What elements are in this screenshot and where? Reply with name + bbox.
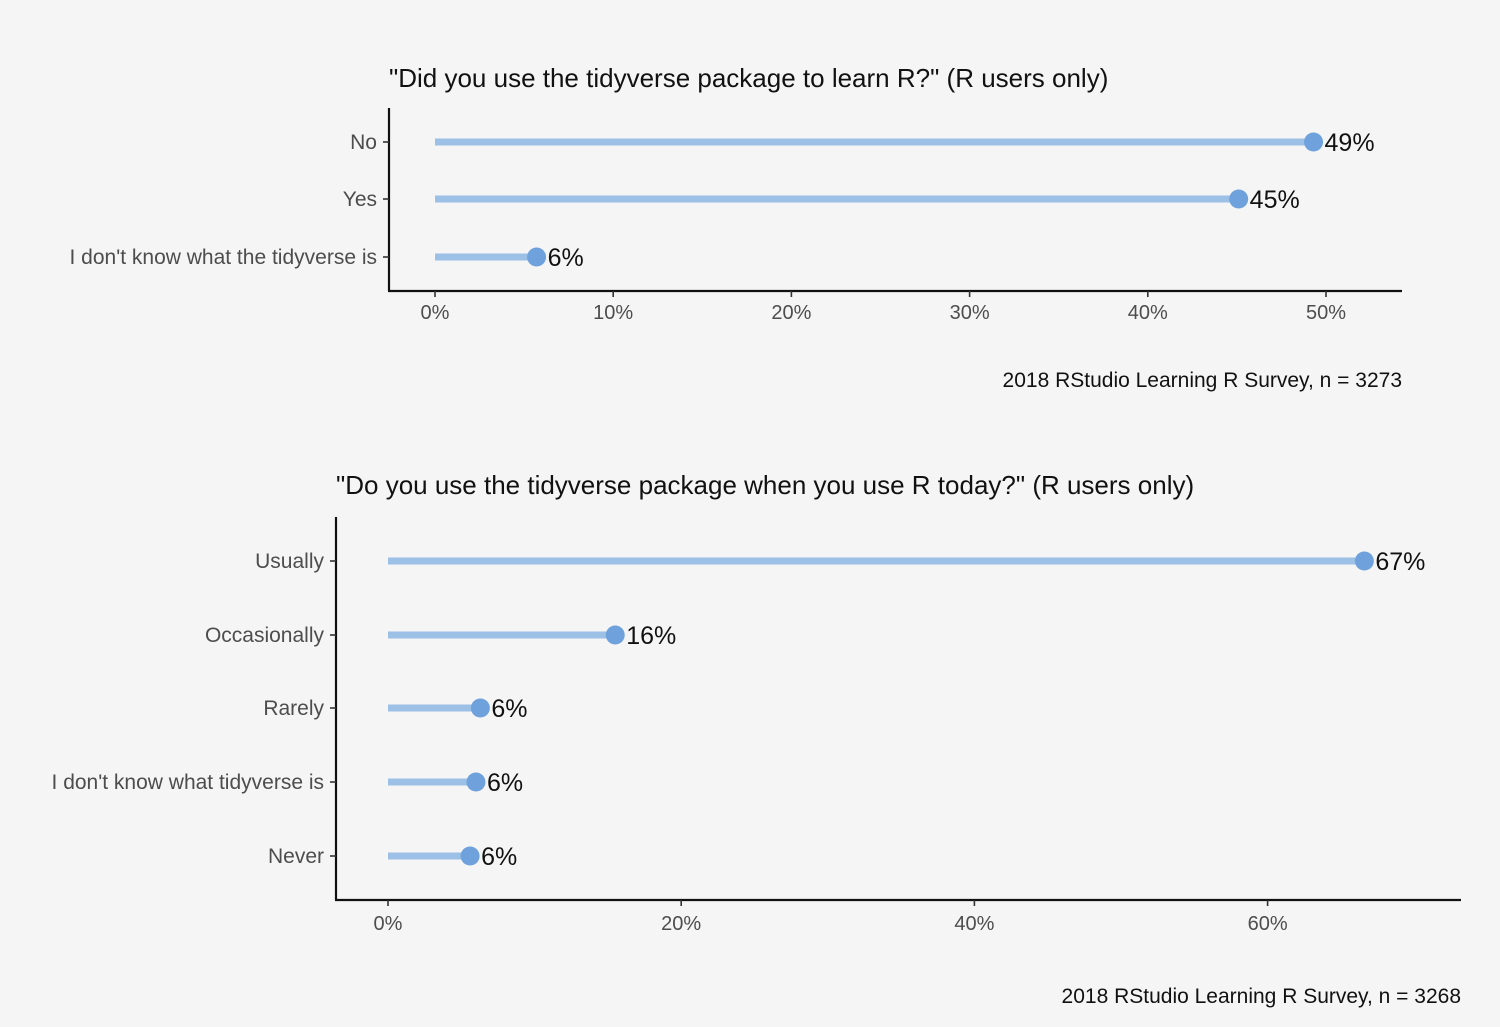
category-label: Occasionally [205,624,325,647]
chart-title: "Do you use the tidyverse package when y… [336,470,1194,500]
x-tick-label: 40% [1128,302,1168,324]
category-label: Usually [255,550,324,573]
value-label: 6% [481,843,517,871]
value-label: 6% [548,244,584,272]
lollipop-point [1229,189,1249,209]
value-label: 45% [1250,186,1300,214]
category-label: Never [268,845,324,868]
x-tick-label: 20% [661,913,701,935]
value-label: 6% [491,695,527,723]
x-tick-label: 30% [950,302,990,324]
x-tick-label: 40% [954,913,994,935]
x-tick-label: 10% [593,302,633,324]
lollipop-point [1304,132,1324,152]
chart-title: "Did you use the tidyverse package to le… [389,63,1108,93]
lollipop-point [466,772,486,792]
category-label: Rarely [263,697,324,720]
lollipop-point [460,846,480,866]
value-label: 67% [1375,548,1425,576]
lollipop-point [605,625,625,645]
x-tick-label: 20% [771,302,811,324]
category-label: Yes [343,188,377,211]
category-label: I don't know what tidyverse is [52,771,324,794]
x-tick-label: 60% [1248,913,1288,935]
lollipop-point [527,247,547,267]
x-tick-label: 50% [1306,302,1346,324]
category-label: No [350,131,377,154]
chart-caption: 2018 RStudio Learning R Survey, n = 3268 [1062,985,1461,1008]
category-label: I don't know what the tidyverse is [70,246,378,269]
value-label: 49% [1325,129,1375,157]
value-label: 16% [626,622,676,650]
x-tick-label: 0% [374,913,403,935]
chart-caption: 2018 RStudio Learning R Survey, n = 3273 [1003,369,1402,392]
x-tick-label: 0% [421,302,450,324]
lollipop-point [470,698,490,718]
lollipop-point [1354,551,1374,571]
value-label: 6% [487,769,523,797]
